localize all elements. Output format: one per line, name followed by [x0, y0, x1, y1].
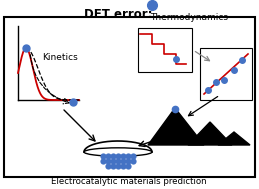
Polygon shape — [148, 108, 204, 145]
Text: Thermodynamics: Thermodynamics — [150, 13, 228, 22]
Polygon shape — [218, 132, 250, 145]
Polygon shape — [188, 122, 232, 145]
Ellipse shape — [84, 148, 152, 156]
Bar — [4, 17, 255, 177]
Text: Kinetics: Kinetics — [42, 53, 78, 63]
Bar — [200, 48, 252, 100]
Text: Electrocatalytic materials prediction: Electrocatalytic materials prediction — [51, 177, 207, 185]
Bar — [138, 28, 192, 72]
Text: DFT error:: DFT error: — [84, 8, 152, 21]
